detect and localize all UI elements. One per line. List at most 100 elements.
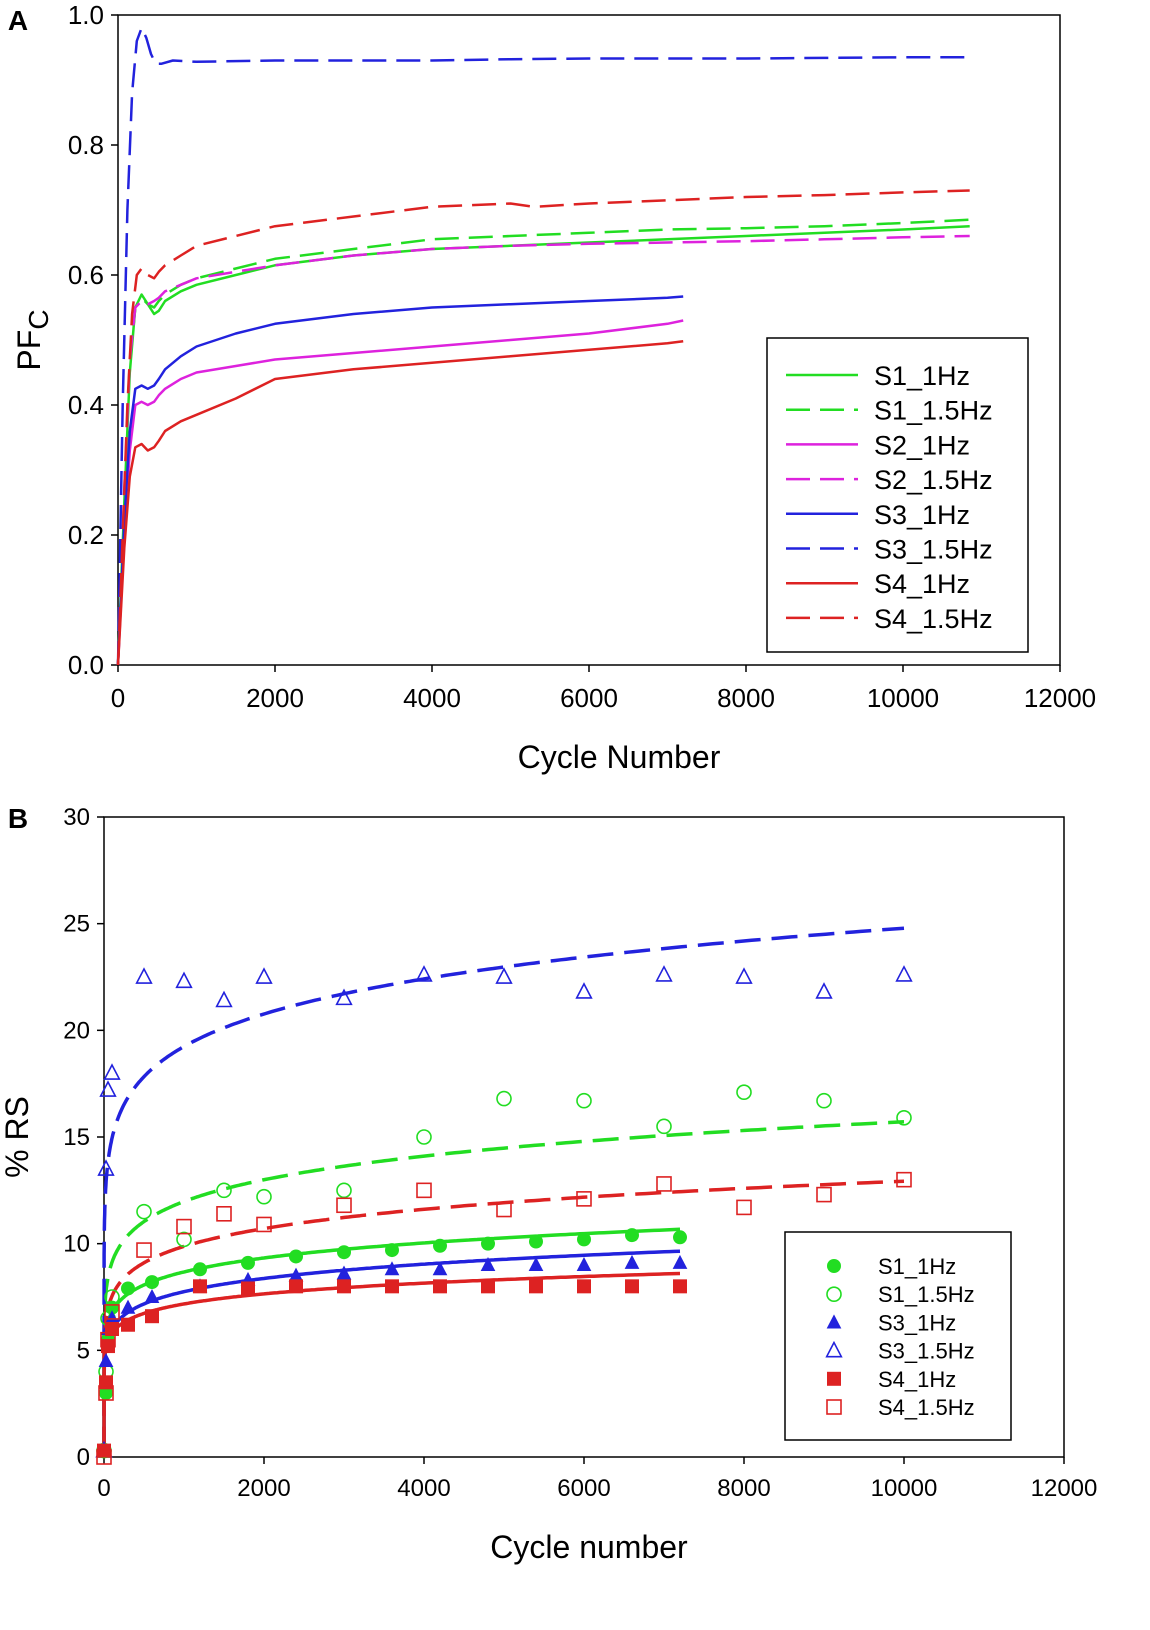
data-point-s4-1hz [289,1279,303,1294]
series-line-s2-1-5hz [116,234,970,666]
data-point-s3-1-5hz [815,982,833,999]
legend-marker [825,1340,843,1358]
y-tick-label: 25 [63,911,90,938]
y-tick-label: 0.6 [68,260,104,290]
data-point-s4-1hz [481,1279,495,1294]
data-point-s4-1hz [145,1309,159,1324]
data-point-s3-1hz [336,1265,352,1280]
data-point-s3-1-5hz [495,967,513,984]
data-point-s1-1-5hz [136,1203,152,1220]
series-line-s2-1hz [116,319,684,666]
data-point-s3-1-5hz [99,1080,117,1097]
legend-marker [827,1259,841,1273]
legend-marker [826,1399,842,1415]
y-tick-label: 20 [63,1017,90,1044]
data-point-s3-1-5hz [895,965,913,982]
x-axis-title: Cycle number [490,1529,688,1565]
y-axis-title: PFC [11,309,54,370]
data-point-s1-1hz [289,1249,303,1264]
data-point-s4-1-5hz [96,1449,112,1465]
data-point-s1-1hz [121,1281,135,1296]
data-point-s4-1hz [121,1317,135,1332]
y-tick-label: 0.8 [68,130,104,160]
data-point-s4-1-5hz [736,1199,752,1216]
data-point-s1-1-5hz [656,1118,672,1135]
legend-label: S3_1.5Hz [874,535,993,565]
data-point-s3-1hz [480,1256,496,1272]
data-point-s3-1hz [144,1288,160,1304]
x-tick-label: 8000 [717,1475,770,1502]
data-point-s1-1hz [481,1236,495,1251]
y-tick-label: 5 [77,1337,90,1364]
y-tick-label: 0.2 [68,520,104,550]
data-point-s3-1hz [120,1299,136,1314]
data-point-s4-1hz [193,1279,207,1294]
data-point-s3-1-5hz [97,1159,115,1176]
legend-label: S1_1Hz [874,361,970,391]
x-tick-label: 6000 [557,1475,610,1502]
data-point-s4-1-5hz [816,1186,832,1203]
y-tick-label: 10 [63,1231,90,1258]
x-tick-label: 8000 [717,683,775,713]
data-point-s4-1-5hz [104,1304,120,1320]
legend-box [784,1231,1012,1441]
legend-label: S1_1.5Hz [874,396,993,426]
x-tick-label: 12000 [1031,1475,1098,1502]
data-point-s4-1-5hz [896,1171,912,1188]
x-tick-label: 12000 [1024,683,1096,713]
x-tick-label: 10000 [867,683,939,713]
data-point-s4-1hz [577,1279,591,1294]
x-tick-label: 6000 [560,683,618,713]
data-point-s1-1-5hz [104,1289,120,1305]
data-point-s1-1hz [337,1245,351,1260]
series-line-s4-1hz [116,340,684,666]
data-point-s4-1hz [337,1279,351,1294]
data-point-s4-1-5hz [136,1242,152,1258]
x-tick-label: 4000 [403,683,461,713]
data-point-s3-1-5hz [103,1063,121,1080]
legend-marker [827,1371,841,1386]
data-point-s4-1hz [385,1279,399,1294]
panel-label: A [8,5,28,36]
series-line-s1-1hz [116,224,970,666]
data-point-s4-1-5hz [98,1385,114,1401]
fit-curve-s3-1-5hz [102,926,905,1453]
data-point-s1-1hz [99,1386,113,1400]
data-point-s4-1hz [105,1322,119,1336]
x-tick-label: 0 [97,1475,110,1502]
data-point-s1-1hz [241,1255,255,1270]
legend-label: S3_1Hz [874,500,970,530]
data-point-s1-1hz [433,1238,447,1253]
data-point-s4-1-5hz [216,1206,232,1222]
data-point-s3-1-5hz [255,967,273,984]
y-axis-title-main: PF [11,330,47,371]
data-point-s4-1hz [529,1279,543,1294]
data-point-s3-1-5hz [415,965,433,982]
panel-a: A 0 2000 4000 6000 8000 10000 12000 0.0 0.2 0.4 0.6… [8,0,1096,775]
data-point-s1-1hz [145,1275,159,1290]
legend-label: S4_1.5Hz [878,1395,975,1420]
legend-label: S1_1Hz [878,1254,956,1279]
y-tick-label: 1.0 [68,0,104,30]
data-point-s3-1hz [98,1352,114,1368]
data-point-s3-1hz [672,1254,688,1269]
data-point-s1-1-5hz [416,1129,432,1145]
legend-label: S2_1.5Hz [874,465,993,495]
panel-label: B [8,803,28,834]
fit-curve-s4-1-5hz [102,1179,905,1453]
legend-label: S3_1.5Hz [878,1339,975,1364]
data-point-s1-1hz [673,1230,687,1245]
data-point-s3-1hz [528,1256,544,1272]
data-point-s1-1-5hz [176,1231,192,1248]
data-point-s4-1-5hz [100,1331,116,1348]
legend-label: S4_1.5Hz [874,604,993,634]
data-point-s1-1-5hz [496,1090,512,1107]
data-point-s4-1-5hz [336,1197,352,1214]
data-point-s3-1-5hz [735,967,753,984]
legend-label: S4_1Hz [874,569,970,599]
series-line-s4-1-5hz [116,189,970,666]
x-tick-label: 2000 [237,1475,290,1502]
data-point-s4-1hz [241,1281,255,1296]
data-point-s1-1-5hz [896,1110,912,1126]
